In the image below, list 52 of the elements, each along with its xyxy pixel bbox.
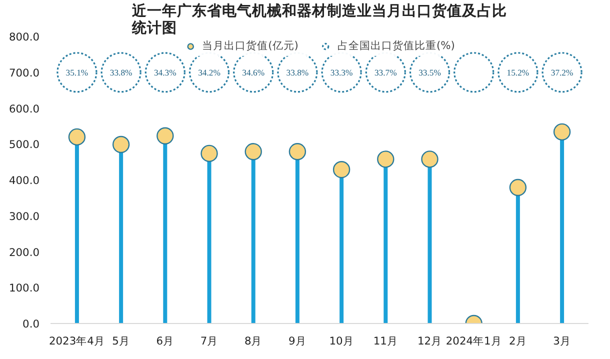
annotation: 37.2% <box>550 67 574 78</box>
x-tick-label: 6月 <box>156 334 174 348</box>
point <box>56 52 98 93</box>
point <box>377 150 394 168</box>
point <box>200 144 218 162</box>
point <box>100 52 142 93</box>
annotation: 15.2% <box>506 67 530 78</box>
y-tick-label: 300.0 <box>8 210 40 223</box>
annotation: 34.6% <box>242 67 265 78</box>
point <box>244 143 262 160</box>
legend-label: 当月出口货值(亿元) <box>202 39 298 53</box>
annotation: 34.3% <box>154 67 176 78</box>
x-tick-label: 2月 <box>509 334 527 348</box>
x-tick-label: 11月 <box>373 334 398 348</box>
point <box>553 123 571 141</box>
annotation: 33.5% <box>418 67 441 78</box>
point <box>542 52 582 93</box>
annotation: 33.8% <box>286 67 309 78</box>
y-tick-label: 600.0 <box>8 102 40 116</box>
point <box>498 52 538 93</box>
point <box>332 161 350 178</box>
point <box>509 178 527 196</box>
point <box>156 127 174 144</box>
x-tick-label: 2023年4月 <box>49 334 105 348</box>
x-tick-label: 7月 <box>200 334 218 348</box>
annotation: 35.1% <box>66 67 88 78</box>
x-tick-label: 12月 <box>417 334 442 348</box>
y-tick-label: 200.0 <box>8 246 40 259</box>
annotation: 33.3% <box>330 67 353 78</box>
y-tick-label: 700.0 <box>8 66 40 80</box>
y-tick-label: 500.0 <box>8 138 40 152</box>
annotation: 33.7% <box>374 67 397 78</box>
annotation: 34.2% <box>198 67 220 78</box>
y-tick-label: 0.0 <box>22 318 40 330</box>
y-tick-label: 100.0 <box>8 282 40 295</box>
point <box>288 143 306 160</box>
x-tick-label: 5月 <box>112 334 130 348</box>
x-tick-label: 10月 <box>329 334 354 348</box>
legend-label: 占全国出口货值比重(%) <box>337 39 455 53</box>
point <box>421 150 438 168</box>
annotation: 33.8% <box>110 67 132 78</box>
x-tick-label: 2024年1月 <box>446 334 502 348</box>
chart-title: 近一年广东省电气机械和器材制造业当月出口货值及占比统计图 <box>131 2 507 36</box>
point <box>144 52 186 93</box>
point <box>454 52 494 93</box>
point <box>112 136 130 154</box>
point <box>68 128 86 146</box>
y-tick-label: 800.0 <box>8 30 40 44</box>
x-tick-label: 9月 <box>288 334 306 348</box>
x-tick-label: 8月 <box>244 334 262 348</box>
x-tick-label: 3月 <box>553 334 571 348</box>
y-tick-label: 400.0 <box>8 174 40 187</box>
